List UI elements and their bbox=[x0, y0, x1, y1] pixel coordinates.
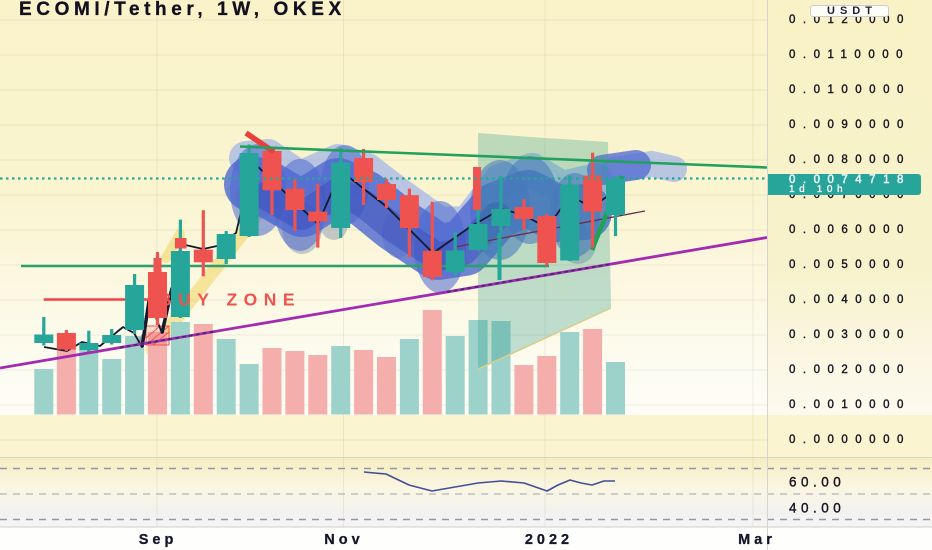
svg-text:BUY ZONE: BUY ZONE bbox=[159, 290, 301, 310]
